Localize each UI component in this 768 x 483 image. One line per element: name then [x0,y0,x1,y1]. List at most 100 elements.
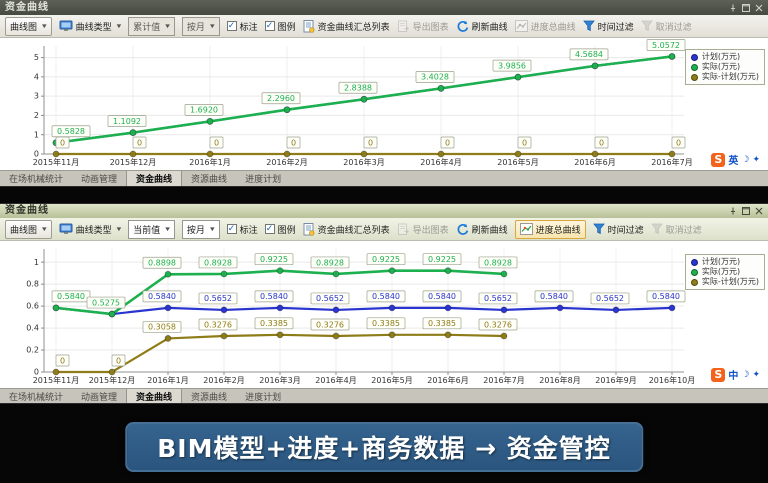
funnel-icon [650,223,663,235]
svg-text:0.5652: 0.5652 [316,294,344,303]
svg-text:0.5828: 0.5828 [57,127,85,136]
chevron-down-icon: ▼ [165,226,170,232]
value-mode-select[interactable]: 累计值 ▼ [128,16,175,36]
cancel-filter-button[interactable]: 取消过滤 [640,20,692,33]
svg-text:0: 0 [522,138,527,147]
summary-list-button[interactable]: 资金曲线汇总列表 [303,222,390,236]
funding-curve-chart-cumulative: 0 1 2 3 4 5 2015年11月 2015年12月 2016年1月 2016年2月 2016… [33,39,693,167]
svg-text:0.3276: 0.3276 [484,320,512,329]
tab-0[interactable]: 在场机械统计 [9,392,64,403]
period-select[interactable]: 按月 ▼ [181,16,220,36]
svg-text:0: 0 [214,138,219,147]
punctuation-icon[interactable]: ✦ [752,369,760,380]
panel-title: 资金曲线 [5,205,49,216]
annotation-checkbox[interactable]: ✓ 标注 [226,224,258,236]
svg-text:0: 0 [137,138,142,147]
svg-text:0: 0 [599,138,604,147]
sogou-logo-icon[interactable]: S [711,152,726,167]
window-buttons [729,207,763,215]
checkbox-icon: ✓ [264,224,275,234]
time-filter-button[interactable]: 时间过滤 [592,223,644,236]
svg-text:2016年2月: 2016年2月 [203,375,244,385]
svg-text:2.2960: 2.2960 [267,94,295,103]
tab-4[interactable]: 进度计划 [245,175,282,185]
period-select[interactable]: 按月 ▼ [181,219,220,239]
tab-3[interactable]: 资源曲线 [191,175,228,185]
curve-graph-dropdown[interactable]: 曲线图 ▼ [5,16,52,36]
tab-1[interactable]: 动画管理 [81,392,118,403]
export-chart-button[interactable]: 导出图表 [397,223,449,236]
ime-language-indicator[interactable]: 英 [728,156,739,167]
legend-checkbox[interactable]: ✓ 图例 [264,21,296,33]
legend-item: 实际-计划(万元) [690,278,759,286]
svg-text:2016年2月: 2016年2月 [266,157,307,167]
ime-status-bar[interactable]: S 英 ☽ ✦ [709,151,762,168]
summary-list-button[interactable]: 资金曲线汇总列表 [303,19,390,33]
export-icon [397,20,410,33]
toolbar: 曲线图 ▼ 曲线类型 ▼ 累计值 ▼ 按月 ▼ ✓ 标注 ✓ 图例 资金曲线汇总列表 导出图表 刷新曲线 进度… [0,15,768,38]
refresh-icon [456,223,469,236]
legend-marker-icon [690,268,698,276]
svg-text:0.3058: 0.3058 [148,323,176,332]
tab-4[interactable]: 进度计划 [245,392,282,403]
cancel-filter-button[interactable]: 取消过滤 [650,223,702,236]
curve-type-button[interactable]: 曲线类型 ▼ [59,20,121,33]
tab-1[interactable]: 动画管理 [81,175,118,185]
svg-text:0.5840: 0.5840 [428,292,456,301]
panel-titlebar: 资金曲线 [0,204,768,218]
pin-icon[interactable] [729,4,737,12]
svg-text:0.3385: 0.3385 [428,319,456,328]
ime-status-bar[interactable]: S 中 ☽ ✦ [709,366,762,383]
svg-text:1.6920: 1.6920 [190,106,218,115]
chevron-down-icon: ▼ [116,226,122,232]
funding-curve-panel-bottom: 资金曲线 曲线图 ▼ 曲线类型 ▼ 当前值 ▼ 按月 ▼ ✓ 标注 ✓ 图例 资金曲线汇总列表 导出图表刷… [0,204,768,403]
svg-text:0.5840: 0.5840 [260,292,288,301]
moon-icon[interactable]: ☽ [741,369,750,380]
svg-text:3.9856: 3.9856 [498,61,526,70]
close-icon[interactable] [755,4,763,12]
checkbox-icon: ✓ [264,21,275,31]
export-chart-button[interactable]: 导出图表 [397,20,449,33]
refresh-curve-button[interactable]: 刷新曲线 [456,223,508,236]
svg-text:2016年10月: 2016年10月 [649,375,696,385]
svg-text:0: 0 [60,138,65,147]
pin-icon[interactable] [729,207,737,215]
tab-0[interactable]: 在场机械统计 [9,175,64,185]
svg-text:2015年11月: 2015年11月 [33,157,80,167]
tab-2[interactable]: 资金曲线 [126,389,183,403]
moon-icon[interactable]: ☽ [741,154,750,165]
value-mode-select[interactable]: 当前值 ▼ [128,219,175,239]
annotation-checkbox[interactable]: ✓ 标注 [226,21,258,33]
legend-checkbox[interactable]: ✓ 图例 [264,224,296,236]
legend-marker-icon [690,258,698,266]
tab-3[interactable]: 资源曲线 [191,392,228,403]
curve-graph-dropdown[interactable]: 曲线图 ▼ [5,219,52,239]
chart-area: 0 1 2 3 4 5 2015年11月 2015年12月 2016年1月 2016年2月 2016… [0,38,768,170]
svg-text:0.4: 0.4 [26,324,39,333]
maximize-icon[interactable] [742,207,750,215]
close-icon[interactable] [755,207,763,215]
svg-text:0: 0 [60,356,65,365]
progress-total-curve-button[interactable]: 进度总曲线 [514,219,586,239]
legend-item: 计划(万元) [690,53,759,61]
refresh-curve-button[interactable]: 刷新曲线 [456,20,508,33]
legend-item: 实际(万元) [690,63,759,71]
progress-total-curve-button[interactable]: 进度总曲线 [514,20,576,33]
time-filter-button[interactable]: 时间过滤 [582,20,634,33]
funnel-icon [582,20,595,32]
sogou-logo-icon[interactable]: S [711,367,726,382]
tab-2[interactable]: 资金曲线 [126,171,183,186]
ime-language-indicator[interactable]: 中 [728,371,739,382]
maximize-icon[interactable] [742,3,750,12]
doc-icon [303,19,315,33]
svg-text:2: 2 [34,111,39,120]
prog-icon [514,20,528,32]
checkbox-icon: ✓ [226,224,237,234]
punctuation-icon[interactable]: ✦ [752,154,760,165]
banner: BIM模型+进度+商务数据 → 资金管控 [125,422,643,472]
svg-text:2015年11月: 2015年11月 [33,375,80,385]
svg-text:0.3385: 0.3385 [260,319,288,328]
curve-type-button[interactable]: 曲线类型 ▼ [59,223,122,236]
svg-text:2016年6月: 2016年6月 [574,157,615,167]
